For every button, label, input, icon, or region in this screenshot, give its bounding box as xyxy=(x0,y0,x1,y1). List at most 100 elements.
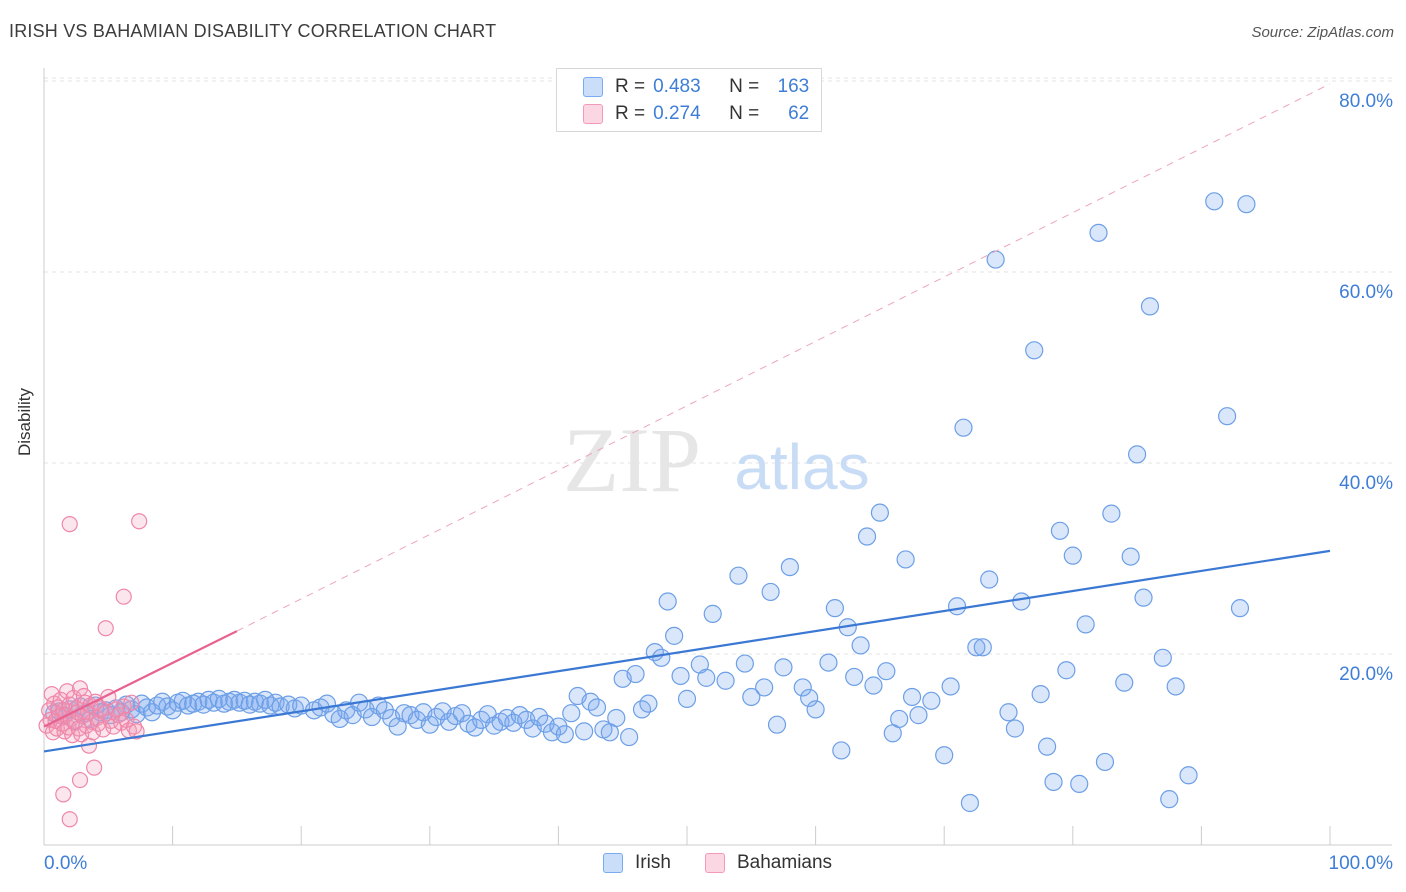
legend-row-irish: R = 0.483 N = 163 xyxy=(557,74,809,100)
series-legend-bahamians: Bahamians xyxy=(705,852,832,874)
irish-point xyxy=(845,667,864,687)
tick-labels: 20.0% 40.0% 60.0% 80.0% 0.0% 100.0% xyxy=(44,91,1393,874)
irish-point xyxy=(857,527,877,546)
irish-point xyxy=(896,550,915,569)
irish-point xyxy=(420,715,439,734)
irish-point xyxy=(941,677,960,696)
irish-point xyxy=(1166,677,1185,696)
irish-point xyxy=(1102,504,1121,523)
irish-point xyxy=(652,648,671,667)
legend-r-label: R = xyxy=(615,76,646,97)
y-axis-label: Disability xyxy=(15,387,34,456)
series-legend-irish: Irish xyxy=(603,852,671,874)
bahamians-point xyxy=(61,811,78,828)
irish-point xyxy=(549,717,568,736)
irish-point xyxy=(587,698,607,717)
irish-point xyxy=(793,678,812,697)
irish-point xyxy=(800,688,819,708)
irish-point xyxy=(877,662,896,681)
irish-point xyxy=(1127,445,1147,464)
irish-point xyxy=(735,654,754,673)
irish-point xyxy=(819,653,838,672)
irish-point xyxy=(1012,592,1031,611)
series-legend-swatch-irish xyxy=(603,853,623,873)
chart-title: IRISH VS BAHAMIAN DISABILITY CORRELATION… xyxy=(9,21,497,41)
irish-point xyxy=(973,638,992,657)
irish-point xyxy=(742,687,761,707)
irish-trend-line xyxy=(43,549,1331,753)
series-legend-label: Irish xyxy=(635,852,671,873)
irish-point xyxy=(665,626,684,645)
bahamians-point xyxy=(115,698,132,715)
irish-point xyxy=(1037,737,1057,756)
irish-point xyxy=(1230,599,1250,618)
irish-point xyxy=(555,725,574,744)
irish-point xyxy=(677,689,697,708)
bahamians-point xyxy=(55,786,72,803)
irish-point xyxy=(1237,195,1256,214)
bahamians-point xyxy=(71,680,89,697)
irish-point xyxy=(1031,685,1050,704)
irish-point xyxy=(780,557,799,577)
irish-point xyxy=(697,668,716,687)
irish-point xyxy=(1070,774,1089,793)
bahamians-point xyxy=(131,513,148,530)
irish-point xyxy=(954,418,973,437)
legend-swatch-irish xyxy=(583,77,603,97)
irish-point xyxy=(1025,341,1044,360)
legend-r-label: R = xyxy=(615,103,646,124)
watermark-zip: ZIP xyxy=(563,409,701,511)
irish-point xyxy=(755,678,774,697)
irish-point xyxy=(1218,407,1237,426)
bahamians-point xyxy=(123,694,140,711)
irish-point xyxy=(1140,297,1160,316)
irish-point xyxy=(1121,547,1140,566)
irish-point xyxy=(1095,752,1115,772)
bahamians-point xyxy=(115,588,132,605)
series-legend-swatch-bahamians xyxy=(705,853,725,873)
legend-row-bahamians: R = 0.274 N = 62 xyxy=(557,101,809,127)
irish-point xyxy=(1089,223,1108,242)
bahamians-point xyxy=(43,686,60,703)
irish-point xyxy=(947,597,967,616)
irish-point xyxy=(1057,661,1076,680)
irish-point xyxy=(806,700,825,719)
x-tick-label-min: 0.0% xyxy=(44,853,87,874)
irish-point xyxy=(890,709,909,729)
legend-n-value: 62 xyxy=(788,103,810,124)
irish-point xyxy=(986,250,1005,269)
bahamians-point xyxy=(52,691,69,708)
irish-point xyxy=(1063,546,1082,565)
watermark-atlas: atlas xyxy=(734,431,869,503)
bahamians-point xyxy=(59,683,76,700)
irish-point xyxy=(922,691,941,710)
irish-point xyxy=(1160,790,1179,809)
source-label: Source: ZipAtlas.com xyxy=(1251,24,1394,41)
irish-point xyxy=(1179,766,1198,785)
irish-point xyxy=(375,701,394,720)
irish-point xyxy=(658,592,677,611)
irish-point xyxy=(1153,648,1172,667)
irish-point xyxy=(639,694,658,713)
legend: R = 0.483 N = 163 R = 0.274 N = 62 xyxy=(556,68,822,132)
irish-point xyxy=(1005,719,1025,738)
series-legend: Irish Bahamians xyxy=(0,852,1406,878)
irish-point xyxy=(562,704,581,723)
irish-point xyxy=(729,566,748,585)
irish-point xyxy=(530,707,549,727)
irish-point xyxy=(1076,615,1095,634)
irish-point xyxy=(960,793,980,813)
irish-point xyxy=(864,676,883,695)
trend-lines xyxy=(43,83,1331,753)
irish-point xyxy=(767,715,787,734)
series-legend-label: Bahamians xyxy=(737,852,833,873)
legend-n-label: N = xyxy=(729,76,760,97)
grid-lines xyxy=(44,77,1392,655)
bahamians-point xyxy=(128,723,145,740)
y-tick-label: 40.0% xyxy=(1339,473,1393,494)
irish-point xyxy=(1044,772,1063,792)
irish-point xyxy=(761,582,780,602)
bahamians-point xyxy=(97,620,114,637)
irish-point xyxy=(620,727,639,747)
